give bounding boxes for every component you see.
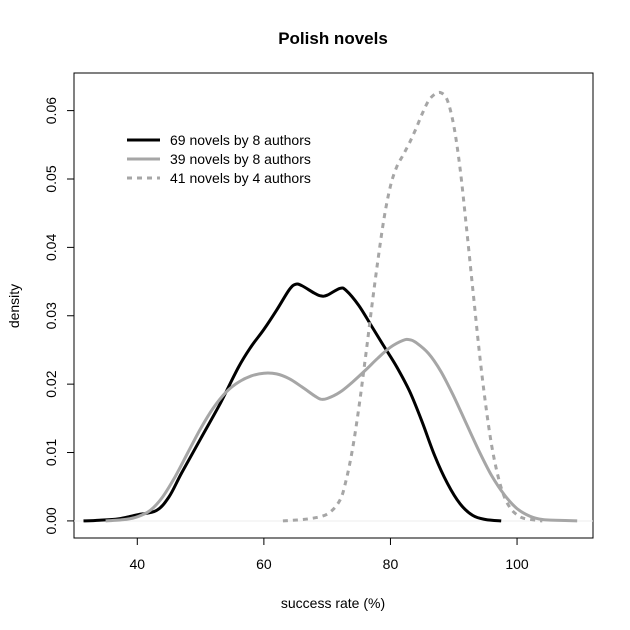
y-tick-label: 0.04 (43, 234, 59, 261)
series-line-3 (282, 90, 543, 523)
x-tick-label: 60 (256, 556, 272, 572)
y-axis: 0.00 0.01 0.02 0.03 0.04 0.05 0.06 (43, 97, 74, 535)
y-tick-label: 0.03 (43, 302, 59, 329)
y-tick-label: 0.01 (43, 439, 59, 466)
y-tick-label: 0.00 (43, 507, 59, 534)
x-tick-label: 100 (505, 556, 529, 572)
series-line-2 (105, 337, 578, 523)
x-tick-label: 80 (383, 556, 399, 572)
series-line-1 (83, 282, 502, 523)
legend-label-2: 39 novels by 8 authors (170, 151, 311, 167)
y-tick-label: 0.02 (43, 370, 59, 397)
chart-title: Polish novels (278, 29, 388, 48)
x-axis: 40 60 80 100 (130, 538, 529, 572)
plot-frame (73, 72, 594, 539)
x-tick-label: 40 (130, 556, 146, 572)
y-tick-label: 0.06 (43, 97, 59, 124)
legend-label-3: 41 novels by 4 authors (170, 170, 311, 186)
y-tick-label: 0.05 (43, 165, 59, 192)
legend: 69 novels by 8 authors 39 novels by 8 aut… (127, 132, 311, 186)
y-axis-title: density (6, 284, 22, 328)
series-layer (83, 90, 578, 523)
x-axis-title: success rate (%) (281, 595, 385, 611)
legend-label-1: 69 novels by 8 authors (170, 132, 311, 148)
